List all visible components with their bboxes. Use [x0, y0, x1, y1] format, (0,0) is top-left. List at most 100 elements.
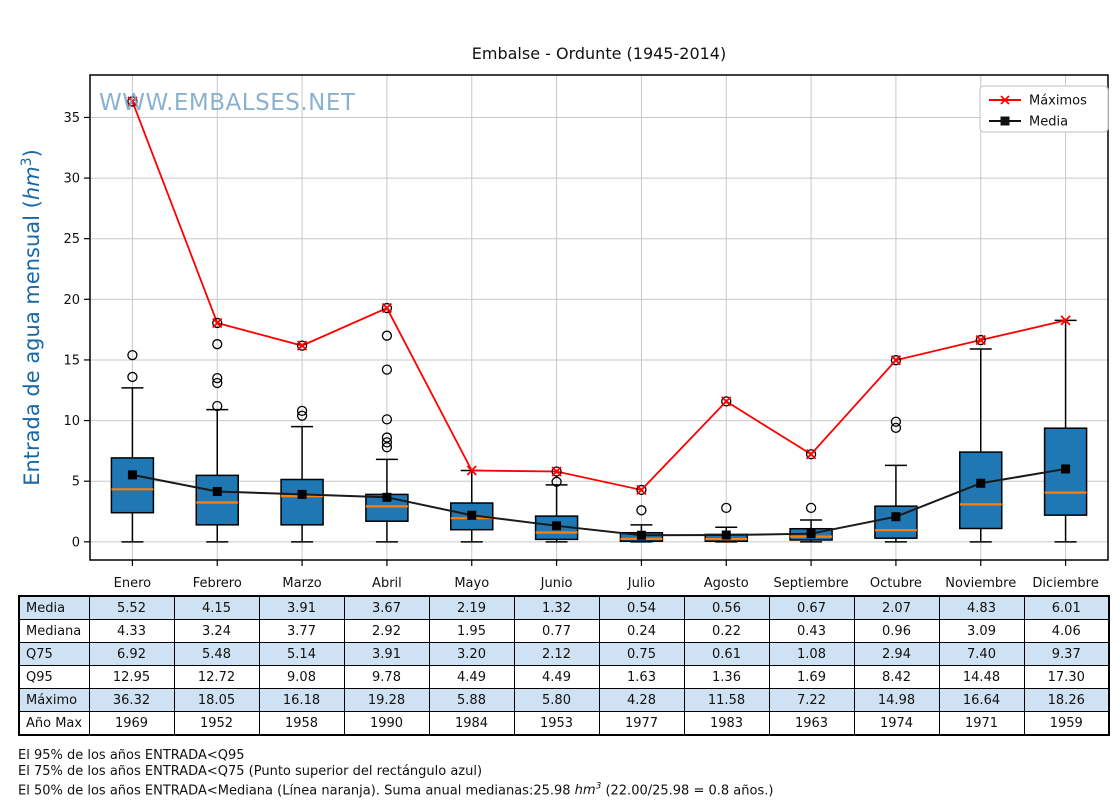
mean-square-marker: [467, 510, 477, 520]
mean-square-marker: [806, 529, 816, 539]
table-cell: 36.32: [88, 688, 175, 712]
table-cell: 1.08: [768, 642, 855, 666]
max-x-marker: [466, 465, 477, 476]
iqr-box: [280, 478, 324, 526]
table-cell: 1958: [258, 711, 345, 736]
flier-circle: [381, 414, 393, 425]
x-tick-label: Junio: [540, 576, 573, 591]
max-x-marker: [636, 484, 647, 496]
media-series: [127, 464, 1071, 540]
table-cell: 11.58: [683, 688, 770, 712]
table-cell: 1.69: [768, 665, 855, 689]
table-cell: 3.24: [173, 619, 260, 643]
legend-label: Máximos: [1029, 94, 1087, 109]
table-cell: 1.95: [428, 619, 515, 643]
legend-label: Media: [1029, 115, 1068, 130]
table-cell: 3.77: [258, 619, 345, 643]
table-cell: 1984: [428, 711, 515, 736]
flier-circle: [212, 400, 223, 412]
flier-circle: [127, 371, 138, 383]
x-tick-label: Agosto: [704, 576, 749, 591]
table-cell: 1.32: [513, 595, 600, 620]
table-cell: 14.98: [853, 688, 940, 712]
box-plot-diciembre: [1043, 319, 1088, 543]
table-cell: 0.75: [598, 642, 685, 666]
flier-circle-max: [381, 302, 393, 314]
unit-hm3: hm3: [574, 782, 602, 799]
table-cell: 1969: [88, 711, 175, 736]
table-cell: 18.05: [173, 688, 260, 712]
table-row-label: Q95: [18, 665, 90, 689]
table-cell: 4.33: [88, 619, 175, 643]
table-cell: 2.19: [428, 595, 515, 620]
x-tick-label: Diciembre: [1032, 576, 1098, 591]
table-cell: 3.20: [428, 642, 515, 666]
x-tick-label: Enero: [114, 576, 152, 591]
legend-square-marker: [1000, 116, 1010, 126]
table-row-label: Mediana: [18, 619, 90, 643]
table-cell: 2.94: [853, 642, 940, 666]
table-row-label: Máximo: [18, 688, 90, 712]
table-cell: 0.77: [513, 619, 600, 643]
y-tick-label: 15: [63, 353, 80, 368]
x-tick-label: Julio: [627, 576, 655, 591]
x-tick-label: Febrero: [193, 576, 242, 591]
flier-circle: [381, 432, 393, 443]
grid: [90, 75, 1108, 560]
table-row-media: Media 5.52 4.15 3.91 3.67 2.19 1.32 0.54 0.56 0.6…: [18, 595, 1110, 620]
iqr-box: [195, 474, 239, 526]
y-axis: 0 5 10 15 20 25 30 35: [63, 111, 90, 550]
max-x-marker: [1060, 315, 1071, 326]
x-tick-label: Septiembre: [773, 576, 848, 591]
y-tick-label: 10: [63, 414, 80, 429]
max-x-marker: [127, 96, 138, 107]
table-cell: 4.15: [173, 595, 260, 620]
table-cell: 12.95: [88, 665, 175, 689]
max-x-marker: [721, 396, 732, 407]
y-axis-label-text: Entrada de agua mensual (hm3): [19, 149, 44, 486]
box-plot-noviembre: [959, 348, 1003, 543]
table-cell: 0.24: [598, 619, 685, 643]
table-cell: 1977: [598, 711, 685, 736]
flier-circle: [212, 377, 223, 389]
table-cell: 9.08: [258, 665, 345, 689]
table-cell: 4.49: [428, 665, 515, 689]
flier-circle: [805, 502, 817, 514]
flier-circle: [381, 437, 393, 448]
table-cell: 5.88: [428, 688, 515, 712]
y-axis-label: Entrada de agua mensual (hm3): [19, 149, 44, 486]
table-cell: 1.36: [683, 665, 770, 689]
table-cell: 1971: [938, 711, 1025, 736]
max-x-marker: [890, 355, 902, 366]
x-tick-label: Noviembre: [945, 576, 1016, 591]
table-cell: 1983: [683, 711, 770, 736]
table-cell: 0.56: [683, 595, 770, 620]
max-x-marker: [551, 466, 562, 477]
flier-circle-max: [296, 340, 308, 351]
mean-square-marker: [127, 470, 137, 480]
flier-circle: [890, 416, 902, 427]
table-cell: 1959: [1023, 711, 1110, 736]
table-cell: 9.37: [1023, 642, 1110, 666]
mean-square-marker: [382, 492, 392, 502]
table-cell: 7.40: [938, 642, 1025, 666]
y-tick-label: 25: [63, 232, 80, 247]
flier-circle: [212, 339, 223, 350]
table-row-máximo: Máximo 36.32 18.05 16.18 19.28 5.88 5.80 4.28 11…: [18, 688, 1110, 712]
table-cell: 7.22: [768, 688, 855, 712]
table-cell: 4.06: [1023, 619, 1110, 643]
maximos-line: [131, 101, 1066, 491]
flier-circle: [381, 364, 393, 375]
table-row-label: Media: [18, 595, 90, 620]
table-cell: 8.42: [853, 665, 940, 689]
table-cell: 6.01: [1023, 595, 1110, 620]
max-x-marker: [212, 317, 223, 329]
table-cell: 0.54: [598, 595, 685, 620]
box-plot-junio: [534, 476, 579, 543]
flier-circle: [381, 442, 393, 453]
max-x-marker: [975, 334, 986, 346]
table-cell: 1974: [853, 711, 940, 736]
flier-circle-max: [975, 334, 986, 346]
y-tick-label: 5: [72, 475, 80, 490]
